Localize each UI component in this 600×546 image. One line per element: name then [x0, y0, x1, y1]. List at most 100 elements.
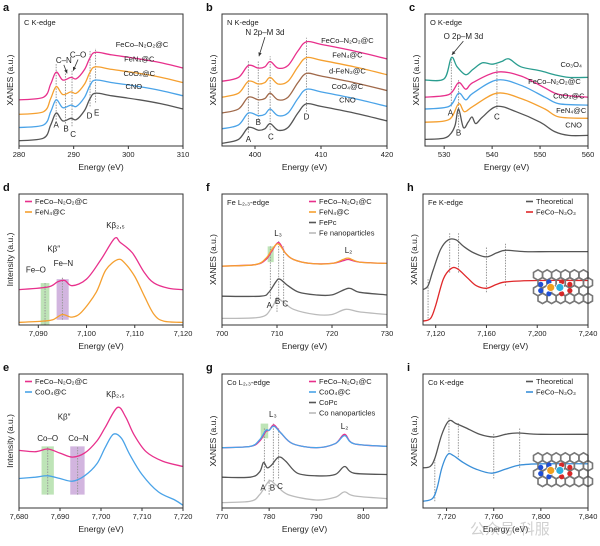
series-label: CoO₄@C: [332, 82, 364, 91]
peak-annotation: O 2p–M 3d: [444, 32, 484, 41]
x-axis-label: Energy (eV): [282, 162, 328, 172]
panel-letter: b: [206, 2, 213, 14]
legend-label: FeN₄@C: [319, 208, 350, 217]
peak-annotation: B: [456, 128, 461, 137]
x-tick-label: 7,800: [531, 512, 550, 521]
peak-annotation: C: [494, 113, 500, 122]
oxygen-atom: [567, 281, 573, 287]
legend-label: CoO₄@C: [319, 388, 351, 397]
cobalt-atom: [555, 283, 565, 292]
legend-label: FeCo–N₂O₂@C: [319, 377, 372, 386]
panel-i: i Co K-edge Theoretical FeCo–N₃O₃ 7,720 7,760…: [407, 362, 597, 534]
series-line-2: [18, 79, 184, 129]
x-axis-label: Energy (eV): [484, 162, 530, 172]
highlight-band: [41, 446, 54, 495]
series-line-0: [18, 236, 184, 291]
plot-frame: [221, 193, 388, 326]
x-tick-label: 7,840: [579, 512, 598, 521]
peak-annotation: A: [246, 135, 252, 144]
series-line-2: [221, 456, 388, 479]
series-line-3: [424, 92, 589, 123]
x-tick-label: 290: [67, 150, 80, 159]
peak-annotation: C–N: [56, 56, 72, 65]
peak-annotation: L₂: [345, 246, 353, 255]
highlight-band: [70, 446, 85, 495]
carbon-ring: [564, 292, 576, 305]
x-tick-label: 7,760: [484, 512, 503, 521]
series-line-1: [221, 243, 388, 267]
y-axis-label: XANES (a.u.): [208, 54, 218, 105]
highlight-band: [260, 423, 269, 439]
series-line-3: [221, 480, 388, 504]
x-tick-label: 730: [381, 329, 394, 338]
series-label: FeCo–N₂O₂@C: [528, 77, 581, 86]
peak-annotation: Fe–N: [54, 259, 74, 268]
oxygen-atom: [559, 474, 565, 480]
carbon-ring: [537, 292, 548, 305]
panel-letter: c: [409, 2, 415, 14]
nitrogen-atom: [538, 288, 544, 294]
legend-label: FeCo–N₂O₂@C: [35, 377, 88, 386]
peak-annotation: D: [87, 111, 93, 120]
peak-annotation: Kβ″: [47, 245, 60, 254]
plot-frame: [422, 193, 589, 326]
plot-frame: [422, 373, 589, 509]
y-axis-label: XANES (a.u.): [5, 54, 15, 105]
peak-annotation: Co–O: [37, 434, 58, 443]
peak-annotation: B: [63, 124, 68, 133]
legend-label: FePc: [319, 218, 337, 227]
x-tick-label: 420: [381, 150, 394, 159]
series-line-0: [422, 238, 588, 291]
panel-letter: e: [3, 362, 9, 374]
legend-label: Theoretical: [536, 377, 573, 386]
x-tick-label: 800: [357, 512, 370, 521]
nitrogen-atom: [538, 471, 544, 477]
oxygen-atom: [559, 291, 565, 297]
x-tick-label: 7,240: [579, 329, 598, 338]
edge-label: C K-edge: [24, 18, 56, 27]
series-line-0: [424, 56, 589, 82]
edge-label: Co K-edge: [428, 378, 464, 387]
x-axis-label: Energy (eV): [282, 341, 328, 351]
peak-annotation: C: [282, 300, 288, 309]
x-tick-label: 550: [534, 150, 547, 159]
x-tick-label: 7,700: [92, 512, 111, 521]
legend-label: FeCo–N₃O₃: [536, 388, 576, 397]
x-tick-label: 310: [177, 150, 190, 159]
nitrogen-atom: [546, 474, 552, 480]
peak-annotation: A: [54, 121, 60, 130]
panel-letter: h: [407, 182, 414, 194]
arrowhead-icon: [258, 52, 262, 57]
peak-annotation: C: [277, 482, 283, 491]
x-axis-label: Energy (eV): [483, 341, 529, 351]
structure-inset: [532, 268, 594, 305]
panel-c: c Co₃O₄ FeCo–N₂O₂@C CoO₄@C FeN₄@C CNO O 2p–M 3…: [409, 2, 594, 172]
x-tick-label: 560: [582, 150, 595, 159]
series-label: FeN₄@C: [556, 106, 587, 115]
legend-label: Co nanoparticles: [319, 409, 376, 418]
series-label: d-FeN₂@C: [329, 66, 366, 75]
series-line-0: [221, 40, 388, 82]
x-tick-label: 280: [13, 150, 26, 159]
x-tick-label: 530: [438, 150, 451, 159]
iron-atom: [546, 283, 556, 292]
panel-f: f L₃ L₂ A B C Fe L₂,₃-edge FeCo–N₂O₂@C FeN₄@CFeP…: [206, 182, 393, 351]
x-tick-label: 7,110: [126, 329, 144, 338]
series-label: FeN₄@C: [124, 55, 155, 64]
edge-label: Fe K-edge: [428, 198, 463, 207]
x-axis-label: Energy (eV): [282, 524, 328, 534]
peak-annotation: L₃: [269, 410, 277, 419]
series-line-3: [221, 88, 388, 130]
peak-annotation: B: [256, 118, 261, 127]
y-axis-label: Intensity (a.u.): [5, 414, 15, 468]
x-tick-label: 7,690: [51, 512, 70, 521]
oxygen-atom: [567, 471, 573, 477]
x-tick-label: 300: [122, 150, 135, 159]
x-tick-label: 7,720: [174, 512, 193, 521]
series-label: Co₃O₄: [560, 60, 582, 69]
edge-label: Fe L₂,₃-edge: [227, 198, 269, 207]
plot-frame: [221, 13, 388, 147]
series-line-2: [424, 79, 589, 110]
series-line-1: [18, 66, 184, 115]
peak-annotation: A: [448, 109, 454, 118]
